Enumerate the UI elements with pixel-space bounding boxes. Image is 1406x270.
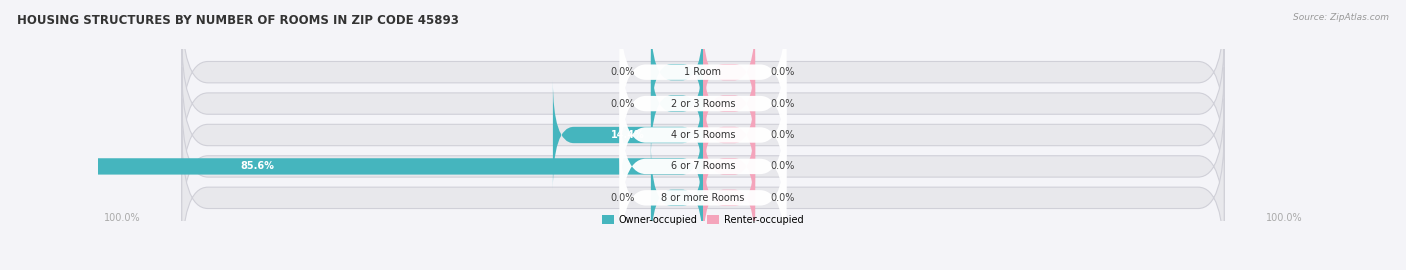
FancyBboxPatch shape (651, 143, 703, 252)
FancyBboxPatch shape (703, 80, 755, 190)
FancyBboxPatch shape (620, 1, 786, 143)
FancyBboxPatch shape (703, 112, 755, 221)
Text: 0.0%: 0.0% (770, 161, 796, 171)
Text: 4 or 5 Rooms: 4 or 5 Rooms (671, 130, 735, 140)
Text: 2 or 3 Rooms: 2 or 3 Rooms (671, 99, 735, 109)
FancyBboxPatch shape (181, 99, 1225, 234)
Text: HOUSING STRUCTURES BY NUMBER OF ROOMS IN ZIP CODE 45893: HOUSING STRUCTURES BY NUMBER OF ROOMS IN… (17, 14, 458, 26)
FancyBboxPatch shape (181, 36, 1225, 171)
Text: 1 Room: 1 Room (685, 67, 721, 77)
Text: 85.6%: 85.6% (240, 161, 274, 171)
Text: 0.0%: 0.0% (770, 193, 796, 203)
Text: 0.0%: 0.0% (770, 67, 796, 77)
FancyBboxPatch shape (181, 130, 1225, 266)
Text: 0.0%: 0.0% (610, 99, 636, 109)
FancyBboxPatch shape (181, 4, 1225, 140)
Text: 0.0%: 0.0% (610, 193, 636, 203)
Text: 0.0%: 0.0% (610, 67, 636, 77)
Text: 0.0%: 0.0% (770, 99, 796, 109)
FancyBboxPatch shape (181, 67, 1225, 203)
FancyBboxPatch shape (620, 127, 786, 269)
Text: 100.0%: 100.0% (104, 213, 141, 223)
FancyBboxPatch shape (553, 80, 703, 190)
FancyBboxPatch shape (651, 18, 703, 127)
Text: 6 or 7 Rooms: 6 or 7 Rooms (671, 161, 735, 171)
Text: Source: ZipAtlas.com: Source: ZipAtlas.com (1294, 14, 1389, 22)
FancyBboxPatch shape (620, 33, 786, 174)
FancyBboxPatch shape (0, 112, 703, 221)
FancyBboxPatch shape (620, 64, 786, 206)
Legend: Owner-occupied, Renter-occupied: Owner-occupied, Renter-occupied (602, 215, 804, 225)
FancyBboxPatch shape (651, 49, 703, 158)
FancyBboxPatch shape (703, 18, 755, 127)
FancyBboxPatch shape (703, 49, 755, 158)
Text: 0.0%: 0.0% (770, 130, 796, 140)
FancyBboxPatch shape (703, 143, 755, 252)
Text: 8 or more Rooms: 8 or more Rooms (661, 193, 745, 203)
FancyBboxPatch shape (620, 96, 786, 237)
Text: 100.0%: 100.0% (1265, 213, 1302, 223)
Text: 14.4%: 14.4% (612, 130, 645, 140)
